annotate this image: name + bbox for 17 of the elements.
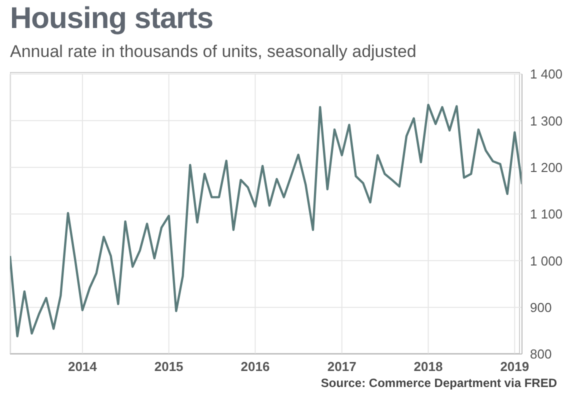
y-tick-label: 1 300 xyxy=(530,113,563,128)
y-tick-label: 1 400 xyxy=(530,66,563,82)
x-tick-label: 2015 xyxy=(154,359,184,374)
y-tick-label: 1 100 xyxy=(530,206,563,222)
y-tick-label: 900 xyxy=(530,300,552,315)
y-tick-label: 1 200 xyxy=(530,160,563,175)
x-tick-label: 2017 xyxy=(327,359,356,374)
line-series xyxy=(10,104,522,338)
chart-title: Housing starts xyxy=(10,2,214,36)
x-tick-label: 2014 xyxy=(68,359,98,374)
x-tick-label: 2016 xyxy=(240,359,270,374)
source-note: Source: Commerce Department via FRED xyxy=(320,376,557,390)
x-tick-label: 2018 xyxy=(414,359,443,374)
x-tick-label: 2019 xyxy=(500,359,530,374)
y-tick-label: 800 xyxy=(530,346,552,362)
chart-subtitle: Annual rate in thousands of units, seasonally adjusted xyxy=(10,42,416,62)
y-tick-label: 1 000 xyxy=(530,253,563,268)
